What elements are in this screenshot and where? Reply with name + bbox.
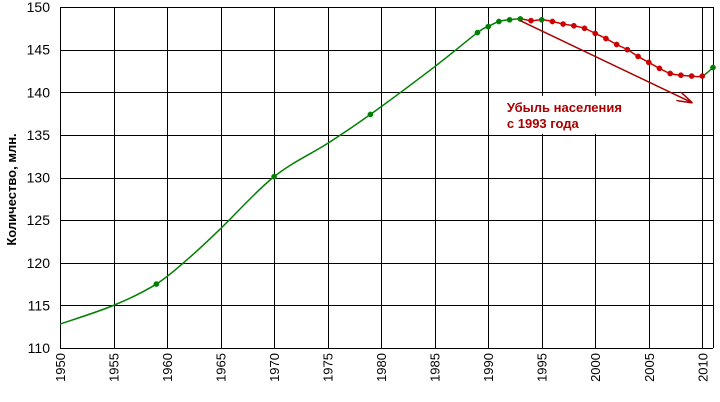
x-tick-label: 1975 [321, 353, 336, 382]
data-point-red [656, 65, 663, 72]
data-point-red [688, 73, 695, 79]
data-point-red [560, 21, 566, 27]
data-point-red [570, 22, 577, 29]
curve-segment-growth [434, 31, 478, 68]
x-tick-label: 1950 [53, 353, 68, 382]
data-point-red [549, 18, 556, 25]
y-tick-label: 130 [27, 170, 51, 186]
data-point-green [517, 16, 524, 22]
x-tick-label: 1965 [214, 353, 229, 382]
data-point-green [474, 29, 481, 36]
x-axis-ticks: 1950 1955 1960 1965 1970 1975 1980 1985 1990 1995… [53, 353, 710, 382]
curve-segment-growth [370, 66, 436, 116]
curve-segment-growth [59, 304, 114, 325]
x-tick-label: 2005 [642, 353, 657, 382]
curve-segment-growth [273, 142, 329, 178]
data-point-green [506, 16, 513, 23]
data-point-green [485, 23, 492, 30]
data-point-green [153, 281, 160, 287]
annotation-text-line-1: Убыль населения [507, 100, 622, 115]
annotation-background [498, 95, 632, 134]
x-tick-label: 1985 [428, 353, 443, 382]
grid [60, 7, 714, 349]
data-point-red [635, 53, 641, 60]
x-tick-label: 1970 [267, 353, 282, 382]
y-tick-label: 125 [27, 212, 51, 228]
data-point-green [367, 111, 374, 118]
x-tick-label: 2010 [695, 353, 710, 382]
data-point-red [645, 59, 652, 66]
y-tick-label: 145 [27, 42, 51, 58]
y-tick-label: 135 [27, 127, 51, 143]
annotation-text-line-2: с 1993 года [507, 116, 580, 131]
x-tick-label: 1980 [374, 353, 389, 382]
y-tick-label: 140 [27, 84, 51, 100]
decline-arrow [519, 19, 691, 103]
data-point-red [678, 72, 684, 79]
decline-annotation: Убыль населения с 1993 года [498, 19, 692, 134]
curve-segment-growth [220, 176, 275, 230]
data-point-red [667, 70, 674, 77]
data-point-green [496, 18, 502, 25]
data-point-red [613, 41, 620, 48]
data-point-red [592, 30, 599, 37]
curve-segment-growth [327, 113, 371, 145]
y-tick-label: 120 [27, 255, 51, 271]
data-point-green [271, 173, 277, 180]
data-point-green [710, 64, 716, 71]
data-point-red [624, 46, 631, 53]
population-curve [59, 18, 714, 325]
data-point-green [538, 16, 545, 23]
data-point-red [603, 35, 609, 42]
y-tick-label: 150 [27, 0, 51, 15]
data-point-red [699, 73, 706, 79]
curve-segment-growth [187, 228, 222, 260]
curve-segment-growth [113, 283, 157, 307]
data-point-red [581, 25, 588, 32]
x-tick-label: 1990 [481, 353, 496, 382]
y-axis-title: Количество, млн. [4, 133, 19, 245]
x-tick-label: 1960 [160, 353, 175, 382]
y-tick-label: 115 [28, 297, 51, 313]
x-tick-label: 2000 [588, 353, 603, 382]
y-axis-ticks: 110 115 120 125 130 135 140 145 150 [27, 0, 51, 356]
curve-segment-growth [155, 257, 189, 285]
y-tick-label: 110 [28, 340, 51, 356]
data-point-markers [153, 16, 716, 287]
x-tick-label: 1955 [107, 353, 122, 382]
x-tick-label: 1995 [535, 353, 550, 382]
data-point-red [528, 17, 534, 24]
